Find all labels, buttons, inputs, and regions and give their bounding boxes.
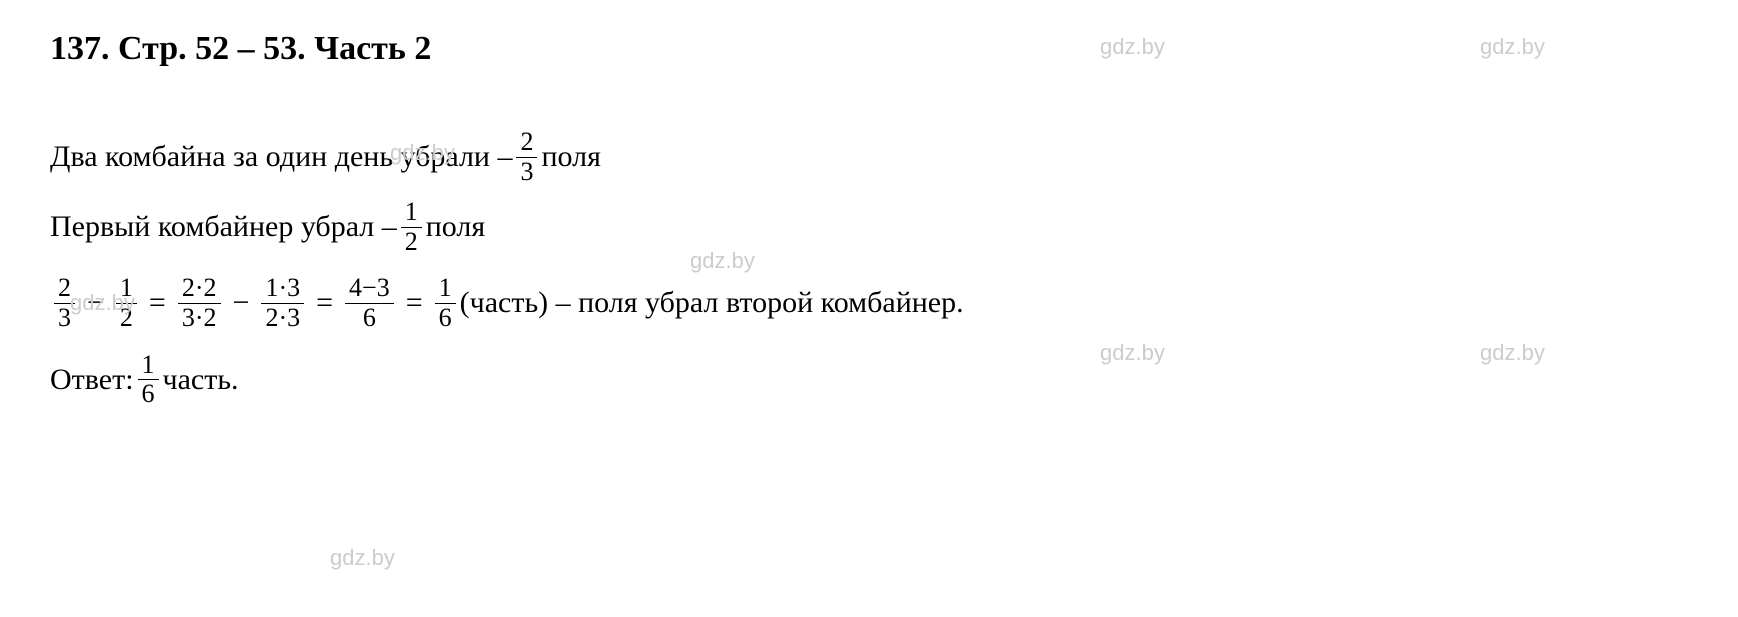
fraction-denominator: 2·3 (261, 304, 304, 333)
line-1-text: Два комбайна за один день убрали – (50, 133, 512, 181)
minus-operator: − (233, 279, 250, 327)
fraction-denominator: 3·2 (178, 304, 221, 333)
fraction-numerator: 1·3 (261, 274, 304, 304)
line-2: Первый комбайнер убрал – 1 2 поля (50, 198, 1688, 256)
fraction: 1 6 (138, 351, 159, 409)
fraction: 2 3 (516, 128, 537, 186)
equals-operator: = (149, 279, 166, 327)
minus-operator: − (87, 279, 104, 327)
fraction-numerator: 1 (116, 274, 137, 304)
fraction-numerator: 4−3 (345, 274, 394, 304)
answer-line: Ответ: 1 6 часть. (50, 351, 1688, 409)
fraction: 1·3 2·3 (261, 274, 304, 332)
equals-operator: = (316, 279, 333, 327)
fraction-numerator: 2 (516, 128, 537, 158)
equals-operator: = (406, 279, 423, 327)
fraction-denominator: 3 (516, 158, 537, 187)
watermark: gdz.by (330, 545, 395, 571)
fraction: 1 2 (401, 198, 422, 256)
fraction-numerator: 2 (54, 274, 75, 304)
fraction-denominator: 6 (435, 304, 456, 333)
fraction-denominator: 6 (138, 380, 159, 409)
fraction-numerator: 1 (401, 198, 422, 228)
line-2-text: Первый комбайнер убрал – (50, 203, 397, 251)
fraction-numerator: 1 (435, 274, 456, 304)
fraction-denominator: 6 (359, 304, 380, 333)
math-result-label: (часть) – поля убрал второй комбайнер. (460, 279, 964, 327)
line-1: Два комбайна за один день убрали – 2 3 п… (50, 128, 1688, 186)
fraction-numerator: 2·2 (178, 274, 221, 304)
answer-label: Ответ: (50, 356, 134, 404)
answer-text-2: часть. (163, 356, 239, 404)
fraction: 2·2 3·2 (178, 274, 221, 332)
fraction-denominator: 3 (54, 304, 75, 333)
fraction-denominator: 2 (116, 304, 137, 333)
fraction: 1 2 (116, 274, 137, 332)
fraction: 1 6 (435, 274, 456, 332)
fraction: 4−3 6 (345, 274, 394, 332)
fraction: 2 3 (54, 274, 75, 332)
exercise-heading: 137. Стр. 52 – 53. Часть 2 (50, 30, 1688, 68)
fraction-numerator: 1 (138, 351, 159, 381)
line-1-text-2: поля (541, 133, 600, 181)
math-line: 2 3 − 1 2 = 2·2 3·2 − 1·3 2·3 = 4−3 6 = … (50, 274, 1688, 332)
line-2-text-2: поля (426, 203, 485, 251)
fraction-denominator: 2 (401, 228, 422, 257)
